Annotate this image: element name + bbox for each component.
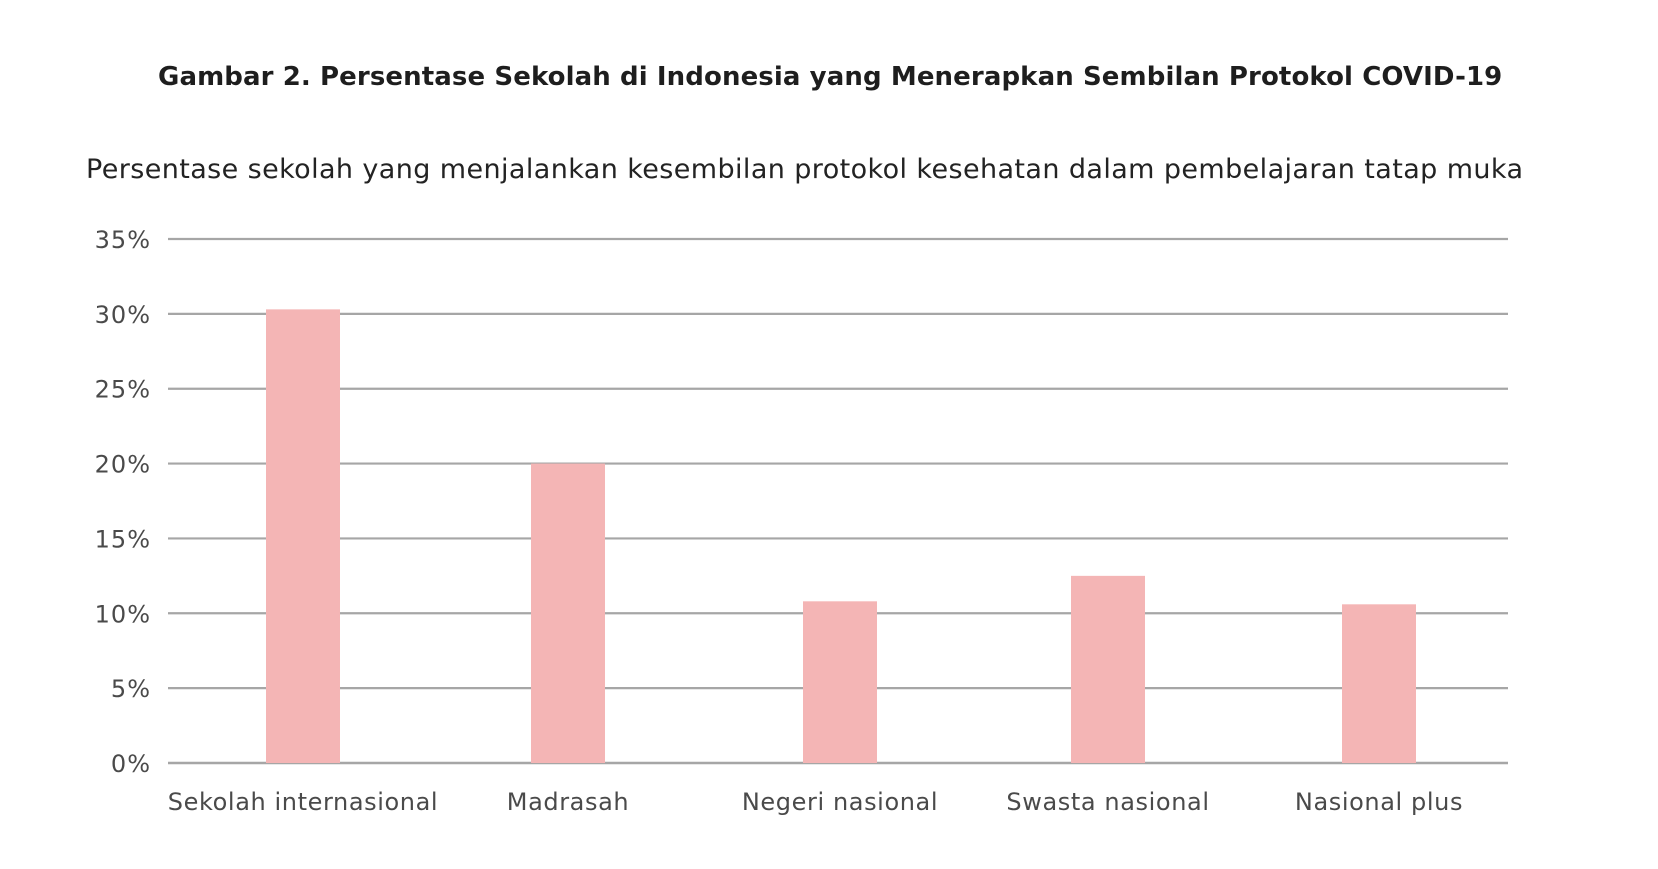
bar-sekolah-internasional xyxy=(266,309,340,763)
x-category-label: Sekolah internasional xyxy=(168,788,438,816)
y-tick-label: 15% xyxy=(95,525,151,553)
bar-swasta-nasional xyxy=(1071,575,1145,763)
grid-layer xyxy=(168,237,1508,765)
x-axis-labels: Sekolah internasional Madrasah Negeri nasi… xyxy=(168,788,1463,816)
y-tick-label: 20% xyxy=(95,451,151,479)
bar-negeri-nasional xyxy=(803,601,877,763)
x-category-label: Nasional plus xyxy=(1295,788,1463,816)
y-tick-label: 5% xyxy=(111,675,151,703)
y-tick-label: 30% xyxy=(95,301,151,329)
bar-madrasah xyxy=(531,463,605,763)
figure-subtitle: Persentase sekolah yang menjalankan kese… xyxy=(86,154,1524,185)
y-tick-label: 0% xyxy=(111,750,151,778)
x-category-label: Negeri nasional xyxy=(742,788,938,816)
y-tick-label: 35% xyxy=(95,226,151,254)
x-category-label: Madrasah xyxy=(507,788,629,816)
bar-nasional-plus xyxy=(1342,604,1416,763)
figure-title: Gambar 2. Persentase Sekolah di Indonesi… xyxy=(158,62,1503,92)
x-category-label: Swasta nasional xyxy=(1006,788,1209,816)
y-tick-label: 10% xyxy=(95,600,151,628)
y-axis-ticks: 0% 5% 10% 15% 20% 25% 30% 35% xyxy=(95,226,151,778)
y-tick-label: 25% xyxy=(95,376,151,404)
bar-layer xyxy=(266,309,1416,763)
